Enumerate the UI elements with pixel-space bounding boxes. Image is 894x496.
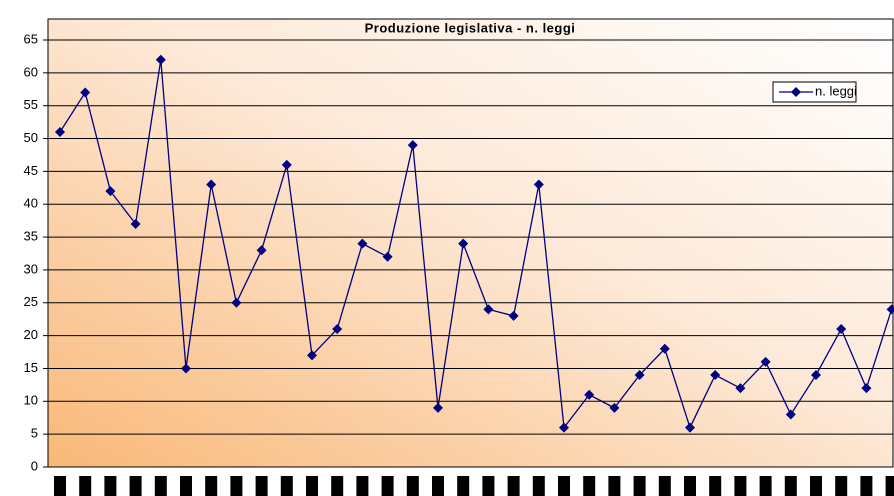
x-tick-label-redacted xyxy=(734,476,747,496)
x-tick-label-redacted xyxy=(180,476,192,496)
x-tick-label-redacted xyxy=(79,476,92,496)
x-tick-label-redacted xyxy=(759,476,772,496)
x-tick-label-redacted xyxy=(608,476,621,496)
x-tick-label-redacted xyxy=(356,476,369,496)
y-tick-label: 65 xyxy=(24,31,38,46)
marker xyxy=(886,304,894,315)
marker xyxy=(609,402,620,413)
marker xyxy=(634,370,645,381)
marker xyxy=(256,245,267,256)
marker xyxy=(281,159,292,170)
y-tick-label: 10 xyxy=(24,393,38,408)
x-tick-label-redacted xyxy=(432,476,444,496)
legend-marker xyxy=(791,87,801,97)
y-tick-label: 35 xyxy=(24,229,38,244)
y-tick-label: 30 xyxy=(24,261,38,276)
marker xyxy=(508,310,519,321)
marker xyxy=(206,179,217,190)
marker xyxy=(710,370,721,381)
x-tick-label-redacted xyxy=(532,476,545,496)
y-tick-label: 50 xyxy=(24,130,38,145)
x-tick-label-redacted xyxy=(280,476,293,496)
y-tick-label: 45 xyxy=(24,163,38,178)
series-line xyxy=(59,59,893,430)
x-tick-label-redacted xyxy=(381,476,394,496)
x-tick-label-redacted xyxy=(230,476,243,496)
marker xyxy=(785,409,796,420)
marker xyxy=(861,383,872,394)
y-tick-label: 60 xyxy=(24,64,38,79)
x-tick-label-redacted xyxy=(658,476,671,496)
marker xyxy=(584,389,595,400)
x-tick-label-redacted xyxy=(457,476,470,496)
x-tick-label-redacted xyxy=(507,476,520,496)
legend-box xyxy=(772,81,857,103)
x-tick-label-redacted xyxy=(684,476,696,496)
marker xyxy=(533,179,544,190)
marker xyxy=(105,186,116,197)
marker xyxy=(433,402,443,413)
x-tick-label-redacted xyxy=(129,476,142,496)
y-tick-label: 20 xyxy=(24,327,38,342)
x-tick-label-redacted xyxy=(810,476,822,496)
x-tick-label-redacted xyxy=(406,476,419,496)
x-tick-label-redacted xyxy=(885,476,894,496)
plot-area xyxy=(47,18,894,468)
x-tick-label-redacted xyxy=(583,476,596,496)
x-tick-label-redacted xyxy=(709,476,722,496)
marker xyxy=(181,363,191,374)
y-tick-label: 5 xyxy=(31,426,38,441)
x-tick-label-redacted xyxy=(154,476,167,496)
y-tick-label: 40 xyxy=(24,196,38,211)
y-tick-label: 15 xyxy=(24,360,38,375)
marker xyxy=(55,126,65,137)
marker xyxy=(559,422,569,433)
y-tick-label: 55 xyxy=(24,97,38,112)
x-tick-label-redacted xyxy=(835,476,848,496)
legend: n. leggi xyxy=(772,81,857,103)
x-tick-label-redacted xyxy=(54,476,66,496)
x-tick-label-redacted xyxy=(306,476,318,496)
chart-title: Produzione legislativa - n. leggi xyxy=(365,20,576,35)
marker xyxy=(811,370,821,381)
marker xyxy=(458,238,469,249)
marker xyxy=(155,54,166,65)
marker xyxy=(80,87,91,98)
x-tick-label-redacted xyxy=(558,476,570,496)
marker xyxy=(685,422,695,433)
y-tick-label: 25 xyxy=(24,294,38,309)
x-tick-label-redacted xyxy=(860,476,873,496)
legend-label: n. leggi xyxy=(815,83,857,98)
x-tick-label-redacted xyxy=(784,476,797,496)
marker xyxy=(307,350,317,361)
x-tick-label-redacted xyxy=(205,476,218,496)
x-tick-label-redacted xyxy=(633,476,646,496)
marker xyxy=(483,304,494,315)
marker xyxy=(407,140,418,151)
marker xyxy=(357,238,368,249)
y-tick-label: 0 xyxy=(31,458,38,473)
marker xyxy=(332,324,343,335)
marker xyxy=(382,251,393,262)
marker xyxy=(130,218,141,229)
x-tick-label-redacted xyxy=(331,476,344,496)
marker xyxy=(836,324,847,335)
x-tick-label-redacted xyxy=(255,476,268,496)
marker xyxy=(231,297,242,308)
marker xyxy=(760,356,771,367)
marker xyxy=(735,383,746,394)
x-tick-label-redacted xyxy=(482,476,495,496)
x-tick-label-redacted xyxy=(104,476,117,496)
marker xyxy=(659,343,670,354)
